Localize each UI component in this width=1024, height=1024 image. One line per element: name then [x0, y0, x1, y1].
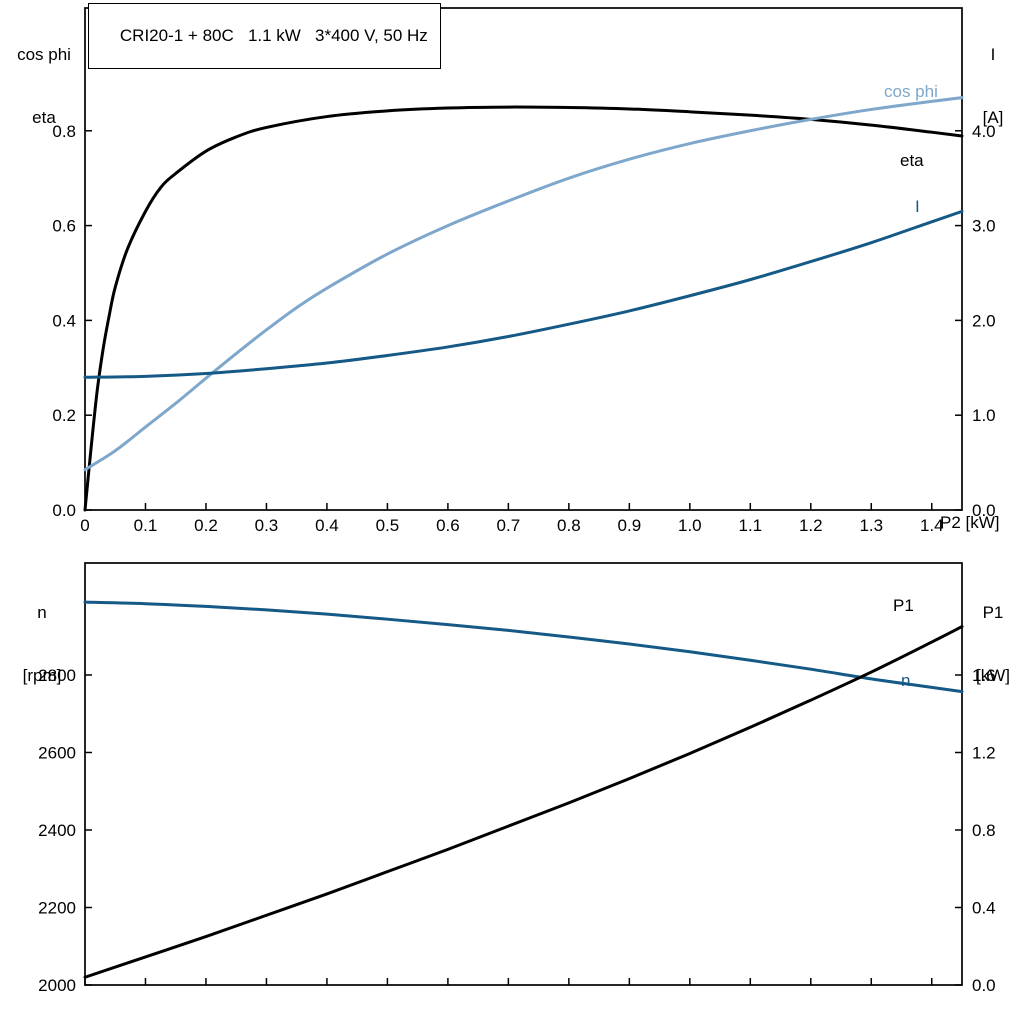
svg-text:0.5: 0.5: [376, 516, 400, 535]
svg-text:1.0: 1.0: [678, 516, 702, 535]
cos-phi-curve-label: cos phi: [884, 82, 938, 101]
svg-text:2800: 2800: [38, 666, 76, 685]
svg-text:0.2: 0.2: [194, 516, 218, 535]
svg-text:0.4: 0.4: [315, 516, 339, 535]
current-axis-label: I: [990, 45, 996, 64]
svg-text:0.8: 0.8: [52, 122, 76, 141]
speed-curve-label: n: [901, 671, 911, 690]
cos-phi-axis-label: cos phi: [17, 45, 71, 64]
p1-axis-label: P1: [982, 603, 1004, 622]
svg-text:0.6: 0.6: [52, 217, 76, 236]
bottom-chart-left-axis-title: n [rpm]: [0, 560, 84, 728]
svg-text:0.3: 0.3: [255, 516, 279, 535]
chart-title-box: CRI20-1 + 80C 1.1 kW 3*400 V, 50 Hz: [88, 3, 441, 69]
svg-text:2600: 2600: [38, 743, 76, 762]
svg-text:1.6: 1.6: [972, 666, 996, 685]
svg-text:0.6: 0.6: [436, 516, 460, 535]
svg-text:0: 0: [80, 516, 89, 535]
svg-text:0.0: 0.0: [972, 501, 996, 520]
svg-text:0.0: 0.0: [52, 501, 76, 520]
svg-text:1.1: 1.1: [738, 516, 762, 535]
svg-text:1.4: 1.4: [920, 516, 944, 535]
svg-text:0.8: 0.8: [972, 821, 996, 840]
svg-text:2.0: 2.0: [972, 311, 996, 330]
current-curve-label: I: [915, 197, 920, 216]
svg-text:0.8: 0.8: [557, 516, 581, 535]
eta-axis-label: eta: [32, 108, 56, 127]
svg-text:0.1: 0.1: [134, 516, 158, 535]
svg-text:0.4: 0.4: [52, 311, 76, 330]
svg-text:0.2: 0.2: [52, 406, 76, 425]
svg-text:1.0: 1.0: [972, 406, 996, 425]
svg-text:0.9: 0.9: [618, 516, 642, 535]
eta-curve-label: eta: [900, 151, 924, 170]
speed-axis-label: n: [37, 603, 47, 622]
chart-title: CRI20-1 + 80C 1.1 kW 3*400 V, 50 Hz: [119, 26, 428, 45]
svg-text:2000: 2000: [38, 976, 76, 995]
svg-text:0.0: 0.0: [972, 976, 996, 995]
svg-text:2400: 2400: [38, 821, 76, 840]
top-chart-right-axis-title: I [A]: [964, 2, 1022, 170]
svg-text:4.0: 4.0: [972, 122, 996, 141]
top-chart-left-axis-title: cos phi eta: [2, 2, 86, 170]
svg-text:1.2: 1.2: [972, 743, 996, 762]
bottom-chart-right-axis-title: P1 [kW]: [962, 560, 1024, 728]
svg-text:0.4: 0.4: [972, 898, 996, 917]
speed-unit-label: [rpm]: [22, 666, 62, 685]
p1-unit-label: [kW]: [976, 666, 1010, 685]
svg-text:2200: 2200: [38, 898, 76, 917]
svg-text:3.0: 3.0: [972, 217, 996, 236]
p1-curve-label: P1: [893, 596, 914, 615]
current-unit-label: [A]: [982, 108, 1004, 127]
svg-text:0.7: 0.7: [497, 516, 521, 535]
svg-text:1.2: 1.2: [799, 516, 823, 535]
svg-text:1.3: 1.3: [859, 516, 883, 535]
p2-axis-label: P2 [kW]: [940, 513, 1000, 532]
